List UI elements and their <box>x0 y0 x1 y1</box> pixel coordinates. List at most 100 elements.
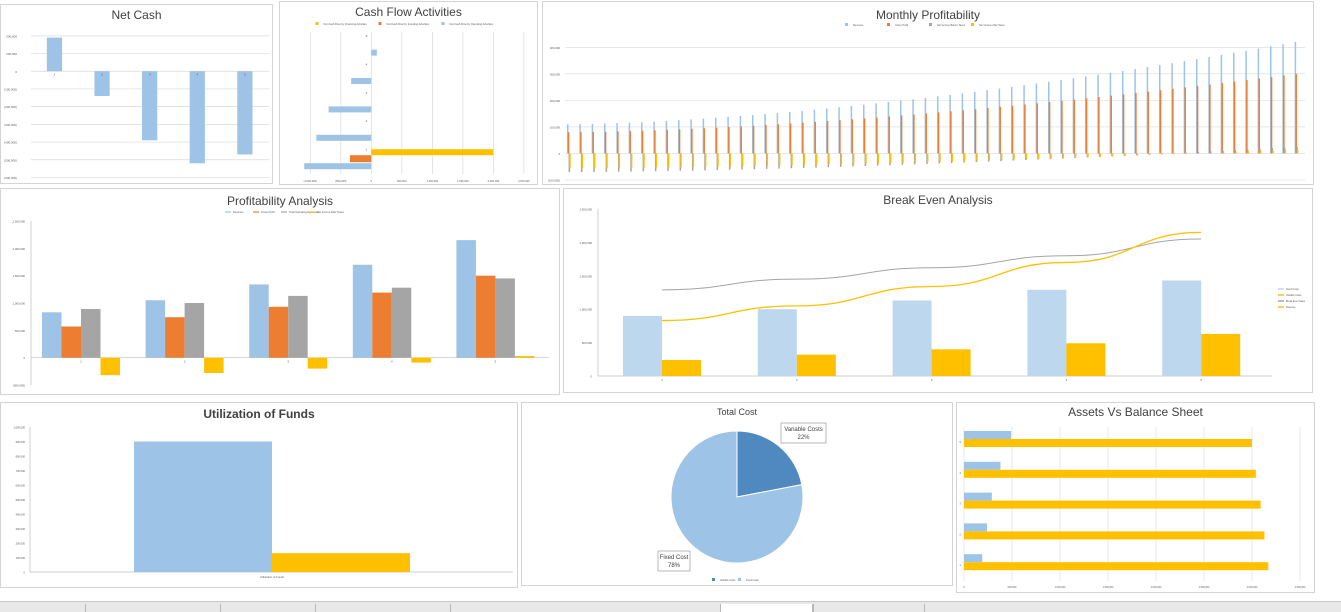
bar <box>316 135 371 141</box>
bar <box>765 125 767 153</box>
bar <box>730 153 732 166</box>
bar <box>288 296 308 358</box>
x-tick-label: 3,000,000 <box>1247 586 1258 589</box>
break-even-plot: 2,500,0002,000,0001,500,0001,000,000500,… <box>564 189 1313 393</box>
legend-marker <box>712 578 715 581</box>
bar <box>269 307 289 358</box>
bar <box>1087 153 1089 157</box>
y-tick-label: 0 <box>23 356 25 360</box>
y-tick-label: 1 <box>960 563 962 567</box>
legend-label: Variable Costs <box>720 579 736 582</box>
bar <box>1221 83 1223 153</box>
legend-marker <box>845 23 848 26</box>
legend-marker <box>316 22 319 25</box>
bar <box>411 358 431 363</box>
bar <box>606 153 608 167</box>
bar <box>964 554 982 562</box>
bar <box>495 278 515 357</box>
y-tick-label: 4 <box>366 62 368 66</box>
bar <box>1198 152 1200 153</box>
bar <box>568 132 570 153</box>
data-label: Fixed Cost <box>660 555 689 561</box>
bar <box>185 303 205 358</box>
bar <box>1258 78 1260 153</box>
bar <box>1162 280 1201 376</box>
y-tick-label: 300,000 <box>16 527 26 531</box>
bar <box>777 124 779 153</box>
bar <box>1112 153 1114 156</box>
bar <box>915 153 917 162</box>
bar <box>758 309 797 376</box>
bar <box>392 288 412 358</box>
bar <box>1061 101 1063 154</box>
y-tick-label: 0 <box>24 571 26 575</box>
x-axis-label: Utilization of Funds <box>260 575 284 579</box>
bar <box>876 117 878 153</box>
bar <box>631 153 633 167</box>
y-tick-label: 200,000 <box>550 99 561 103</box>
bar <box>962 110 964 153</box>
y-tick-label: 0 <box>558 152 560 156</box>
bar <box>728 127 730 153</box>
y-tick-label: (100,000) <box>4 87 17 91</box>
bar <box>605 132 607 154</box>
legend-label: Net Income Before Taxes <box>937 24 966 27</box>
bar <box>1260 151 1262 153</box>
legend-label: Revenue <box>233 210 244 214</box>
bar <box>1161 153 1163 154</box>
y-tick-label: 1,000,000 <box>13 302 26 306</box>
bar <box>939 153 941 161</box>
bar <box>717 153 719 166</box>
y-tick-label: 5 <box>960 440 962 444</box>
y-tick-label: (100,000) <box>548 179 560 183</box>
bar <box>927 153 929 162</box>
bar <box>779 153 781 165</box>
bar <box>204 358 224 373</box>
y-tick-label: 1 <box>366 148 368 152</box>
bar <box>853 153 855 163</box>
x-tick-label: 1,000,000 <box>1055 586 1066 589</box>
bar <box>1197 86 1199 153</box>
bar <box>372 293 392 358</box>
x-tick-label: 5 <box>1200 378 1202 382</box>
bar <box>1248 151 1250 153</box>
bar <box>1135 93 1137 153</box>
bar <box>623 316 662 376</box>
y-tick-label: 800,000 <box>16 455 26 459</box>
bar <box>693 153 695 167</box>
bar <box>888 116 890 153</box>
bar <box>1185 153 1187 154</box>
bar <box>964 462 1000 470</box>
bar <box>767 153 769 165</box>
bar <box>304 163 371 169</box>
bar <box>1013 153 1015 159</box>
bar <box>594 153 596 168</box>
bar <box>952 153 954 161</box>
bar <box>1209 85 1211 154</box>
line-series <box>662 239 1201 290</box>
y-tick-label: 3 <box>366 91 368 95</box>
bar <box>1234 82 1236 154</box>
y-tick-label: 400,000 <box>550 46 561 50</box>
bar <box>329 106 372 112</box>
bar <box>308 358 328 369</box>
x-tick-label: 5 <box>495 360 497 364</box>
x-tick-label: 2,000,000 <box>488 179 500 183</box>
legend-label: Gross Profit <box>261 210 275 214</box>
legend-label: Gross Profit <box>895 24 909 27</box>
cash-flow-chart[interactable]: Cash Flow Activities Net Cash Flow by Fi… <box>279 1 538 185</box>
y-tick-label: 1,000,000 <box>580 308 593 312</box>
y-tick-label: (300,000) <box>4 123 17 127</box>
x-tick-label: 500,000 <box>1008 586 1017 589</box>
y-tick-label: (400,000) <box>4 141 17 145</box>
bar <box>1297 149 1299 153</box>
